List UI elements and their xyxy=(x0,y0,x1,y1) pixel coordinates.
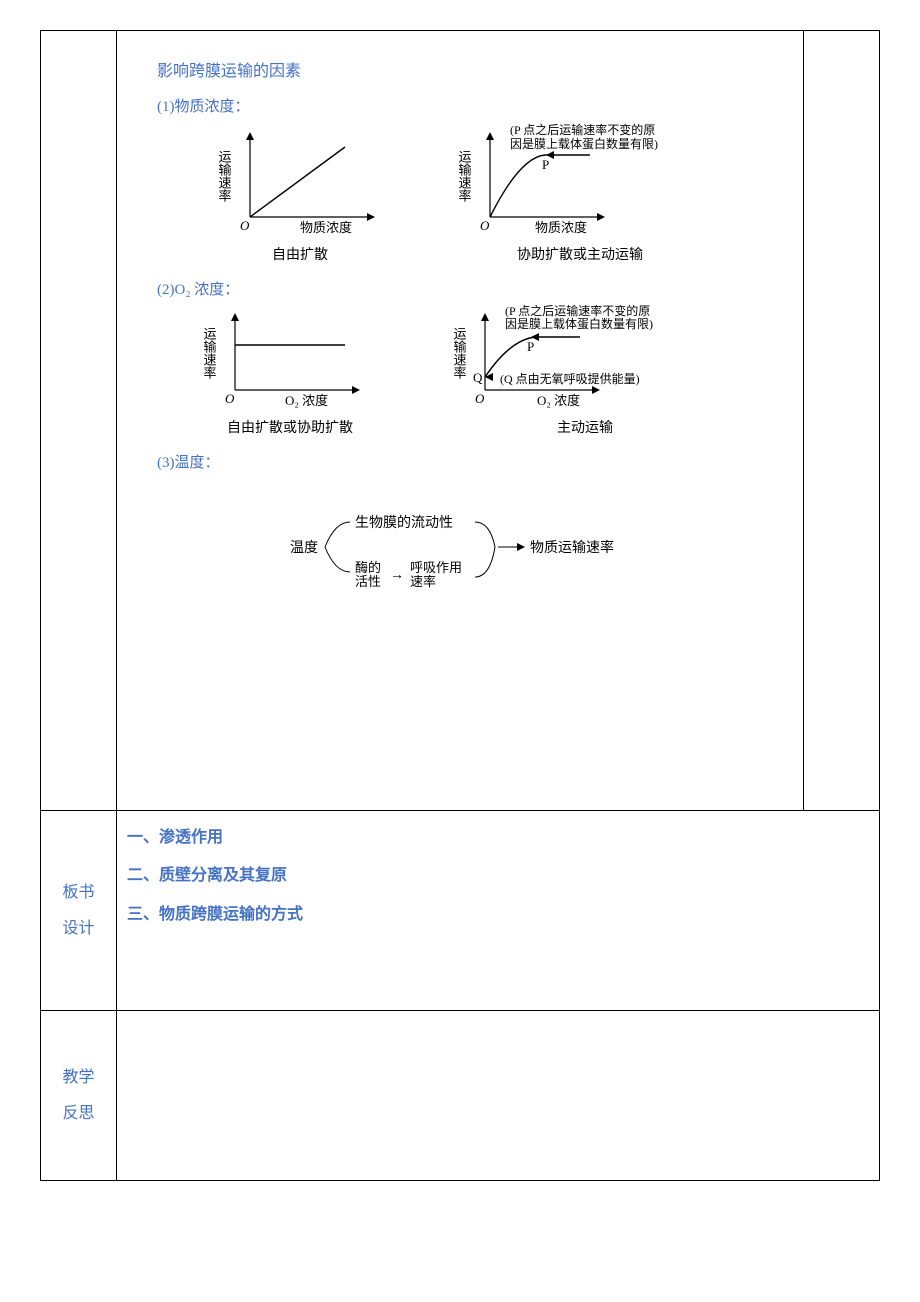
board-label1: 板书 xyxy=(51,875,106,910)
temp-svg: 温度 生物膜的流动性 酶的 活性 → 呼吸作用 速率 物质运输速率 xyxy=(250,492,670,607)
board-list: 一、渗透作用 二、质壁分离及其复原 三、物质跨膜运输的方式 xyxy=(127,819,869,934)
chart2b-p: P xyxy=(527,339,534,354)
temp-result-arrow xyxy=(517,543,525,551)
temp-b2b1: 呼吸作用 xyxy=(410,560,462,575)
board-label2: 设计 xyxy=(51,911,106,946)
chart2a-yarrow xyxy=(231,313,239,321)
chart1a-line xyxy=(250,147,345,217)
board-content-cell: 一、渗透作用 二、质壁分离及其复原 三、物质跨膜运输的方式 xyxy=(117,811,880,1011)
chart1b-ann1: (P 点之后运输速率不变的原 xyxy=(510,122,655,137)
board-item2: 二、质壁分离及其复原 xyxy=(127,857,869,895)
chart1b-caption: 协助扩散或主动运输 xyxy=(517,244,643,264)
layout-table: 影响跨膜运输的因素 (1)物质浓度： 运输速率 O 物质浓度 xyxy=(40,30,880,1181)
chart1b-svg: 运输速率 P O 物质浓度 (P 点之后运输速率不变的原 因是膜上载体蛋白数量有… xyxy=(450,122,710,242)
chart-facilitated-active: 运输速率 P O 物质浓度 (P 点之后运输速率不变的原 因是膜上载体蛋白数量有… xyxy=(450,122,710,264)
chart1b-xarrow xyxy=(597,213,605,221)
chart2a-caption: 自由扩散或协助扩散 xyxy=(227,417,353,437)
chart1b-origin: O xyxy=(480,218,490,233)
temp-arr1: → xyxy=(390,568,404,583)
chart-o2-passive: 运输速率 O O₂ 浓度 自由扩散或协助扩散 xyxy=(195,305,385,437)
sub-temperature: (3)温度： xyxy=(157,451,793,472)
reflect-content-cell xyxy=(117,1011,880,1181)
oxygen-charts: 运输速率 O O₂ 浓度 自由扩散或协助扩散 运输速率 xyxy=(127,305,793,437)
temp-brace-right xyxy=(475,522,495,577)
board-item1: 一、渗透作用 xyxy=(127,819,869,857)
chart1a-xarrow xyxy=(367,213,375,221)
chart1b-xlabel: 物质浓度 xyxy=(535,220,587,235)
chart2a-ylabel: 运输速率 xyxy=(202,327,217,379)
temp-b2a1: 酶的 xyxy=(355,560,381,575)
temp-result: 物质运输速率 xyxy=(530,539,614,556)
chart1a-caption: 自由扩散 xyxy=(272,244,328,264)
chart2a-xarrow xyxy=(352,386,360,394)
chart-free-diffusion: 运输速率 O 物质浓度 自由扩散 xyxy=(210,122,390,264)
chart1a-ylabel: 运输速率 xyxy=(217,150,232,202)
factors-title: 影响跨膜运输的因素 xyxy=(157,57,793,81)
sub-concentration: (1)物质浓度： xyxy=(157,95,793,116)
temp-b2b2: 速率 xyxy=(410,574,436,589)
chart2b-svg: 运输速率 P Q O O₂ 浓度 (P 点之后运输速率不变的原 因是膜上载体蛋白… xyxy=(445,305,725,415)
chart2b-q: Q xyxy=(473,370,483,385)
chart2b-xarrow xyxy=(592,386,600,394)
reflect-label-cell: 教学 反思 xyxy=(41,1011,117,1181)
temp-diagram: 温度 生物膜的流动性 酶的 活性 → 呼吸作用 速率 物质运输速率 xyxy=(250,492,670,612)
chart1b-ann2: 因是膜上载体蛋白数量有限) xyxy=(510,136,658,151)
board-label-cell: 板书 设计 xyxy=(41,811,117,1011)
reflect-label2: 反思 xyxy=(51,1096,106,1131)
temp-b2a2: 活性 xyxy=(355,574,381,589)
page: 影响跨膜运输的因素 (1)物质浓度： 运输速率 O 物质浓度 xyxy=(0,0,920,1302)
temp-branch1: 生物膜的流动性 xyxy=(355,515,453,531)
chart1b-curve xyxy=(490,155,590,217)
concentration-charts: 运输速率 O 物质浓度 自由扩散 运输速率 xyxy=(127,122,793,264)
chart2b-annq: (Q 点由无氧呼吸提供能量) xyxy=(500,371,640,386)
chart1b-yarrow xyxy=(486,132,494,140)
row1-left-cell xyxy=(41,31,117,811)
chart1a-origin: O xyxy=(240,218,250,233)
chart1a-xlabel: 物质浓度 xyxy=(300,220,352,235)
chart2b-ylabel: 运输速率 xyxy=(452,327,467,379)
board-item3: 三、物质跨膜运输的方式 xyxy=(127,896,869,934)
chart2b-origin: O xyxy=(475,391,485,406)
row1-right-cell xyxy=(804,31,880,811)
reflect-label1: 教学 xyxy=(51,1060,106,1095)
chart2a-xlabel: O₂ 浓度 xyxy=(285,393,328,408)
chart2a-svg: 运输速率 O O₂ 浓度 xyxy=(195,305,385,415)
sub-oxygen: (2)O₂ 浓度： xyxy=(157,278,793,299)
chart1a-yarrow xyxy=(246,132,254,140)
chart1a-svg: 运输速率 O 物质浓度 xyxy=(210,122,390,242)
chart2b-annp2: 因是膜上载体蛋白数量有限) xyxy=(505,316,653,331)
chart2a-origin: O xyxy=(225,391,235,406)
chart1b-p: P xyxy=(542,157,549,172)
temp-root: 温度 xyxy=(290,540,318,556)
chart2b-yarrow xyxy=(481,313,489,321)
chart2b-caption: 主动运输 xyxy=(557,417,613,437)
row1-main-cell: 影响跨膜运输的因素 (1)物质浓度： 运输速率 O 物质浓度 xyxy=(117,31,804,811)
temp-brace-left xyxy=(325,522,350,572)
chart2b-xlabel: O₂ 浓度 xyxy=(537,393,580,408)
chart1b-ylabel: 运输速率 xyxy=(457,150,472,202)
chart-o2-active: 运输速率 P Q O O₂ 浓度 (P 点之后运输速率不变的原 因是膜上载体蛋白… xyxy=(445,305,725,437)
